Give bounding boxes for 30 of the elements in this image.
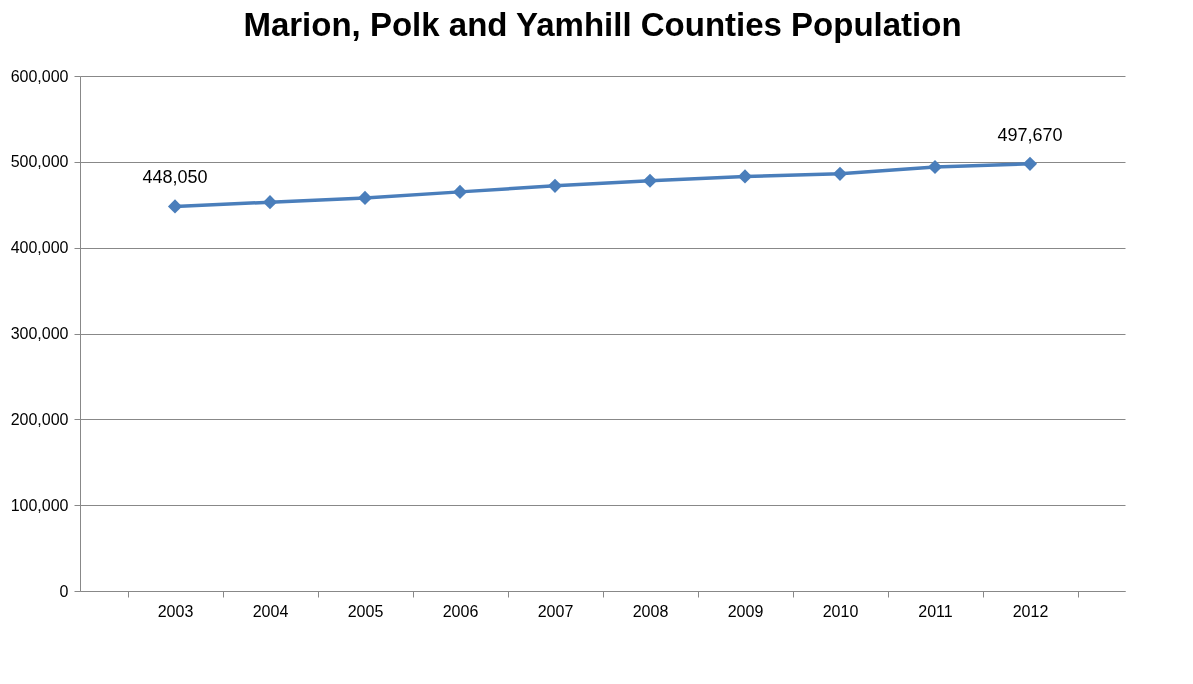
y-tick-label: 600,000 <box>10 67 69 85</box>
point <box>927 159 943 175</box>
y-tick-label: 400,000 <box>10 239 69 257</box>
x-tick-label: 2012 <box>1012 602 1049 620</box>
point <box>832 166 848 181</box>
x-tick-label: 2009 <box>727 602 764 620</box>
point <box>167 199 183 214</box>
point <box>1022 156 1038 171</box>
x-tick-label: 2004 <box>252 602 289 620</box>
point <box>737 169 753 184</box>
point <box>452 184 468 199</box>
y-tick-label: 100,000 <box>10 496 69 514</box>
data-label: 497,670 <box>997 124 1063 145</box>
point <box>262 195 278 210</box>
x-tick-label: 2008 <box>632 602 669 620</box>
chart-title: Marion, Polk and Yamhill Counties Population <box>243 6 962 43</box>
x-tick-label: 2010 <box>822 602 859 620</box>
point <box>642 173 658 188</box>
x-tick-label: 2003 <box>157 602 194 620</box>
point <box>547 178 563 193</box>
y-tick-label: 0 <box>59 582 69 600</box>
y-tick-label: 200,000 <box>10 410 69 428</box>
point <box>357 190 373 205</box>
data-label: 448,050 <box>142 167 208 188</box>
y-tick-label: 300,000 <box>10 325 69 342</box>
x-tick-label: 2006 <box>442 602 479 620</box>
x-tick-label: 2007 <box>537 602 574 620</box>
y-tick-label: 500,000 <box>10 153 69 171</box>
x-tick-label: 2011 <box>918 602 953 620</box>
x-tick-label: 2005 <box>347 602 384 620</box>
